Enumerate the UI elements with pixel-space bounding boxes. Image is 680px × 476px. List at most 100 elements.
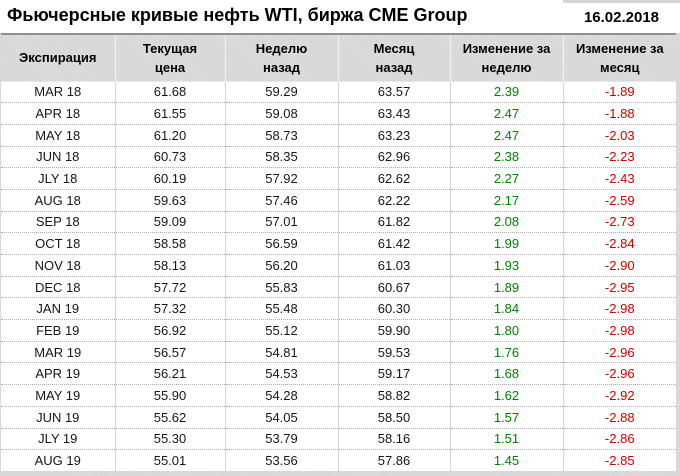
cell-week-ago: 53.79	[224, 427, 338, 450]
cell-month-change: -2.90	[562, 254, 676, 277]
cell-expiration: APR 19	[1, 362, 115, 385]
cell-week-ago: 54.81	[224, 340, 338, 363]
cell-current-price: 59.09	[114, 210, 225, 233]
cell-current-price: 61.55	[114, 102, 225, 125]
cell-week-change: 1.76	[449, 340, 563, 363]
cell-week-ago: 57.46	[224, 188, 338, 212]
cell-week-change: 1.68	[449, 362, 563, 385]
cell-current-price: 57.72	[114, 275, 225, 298]
column-header-expiration: Экспирация	[1, 33, 115, 81]
cell-current-price: 59.63	[114, 188, 225, 212]
cell-week-ago: 57.92	[224, 167, 338, 190]
table-row: SEP 18 59.09 57.01 61.82 2.08 -2.73	[1, 210, 676, 233]
cell-week-change: 1.62	[449, 384, 563, 407]
report-date: 16.02.2018	[563, 0, 680, 33]
table-row: AUG 19 55.01 53.56 57.86 1.45 -2.85	[1, 449, 676, 472]
cell-week-change: 1.80	[449, 319, 563, 342]
cell-week-change: 2.39	[449, 80, 563, 103]
column-header-month-change: Изменение за месяц	[562, 33, 676, 81]
cell-expiration: MAR 19	[1, 340, 115, 363]
cell-week-change: 1.45	[449, 449, 563, 472]
table-row: APR 18 61.55 59.08 63.43 2.47 -1.88	[1, 102, 676, 125]
cell-week-change: 1.57	[449, 405, 563, 428]
cell-month-change: -2.96	[562, 362, 676, 385]
table-header: Экспирация Текущая цена Неделю назад Месяц …	[1, 33, 676, 81]
table-row: AUG 18 59.63 57.46 62.22 2.17 -2.59	[1, 188, 676, 212]
cell-expiration: OCT 18	[1, 232, 115, 255]
cell-month-ago: 62.62	[337, 167, 450, 190]
cell-week-change: 2.08	[449, 210, 563, 233]
cell-week-change: 2.47	[449, 123, 563, 147]
cell-month-ago: 57.86	[337, 449, 450, 472]
cell-current-price: 55.90	[114, 384, 225, 407]
cell-month-ago: 63.57	[337, 80, 450, 103]
table-row: JLY 18 60.19 57.92 62.62 2.27 -2.43	[1, 167, 676, 190]
cell-expiration: JLY 18	[1, 167, 115, 190]
table-row: DEC 18 57.72 55.83 60.67 1.89 -2.95	[1, 275, 676, 298]
cell-month-change: -2.88	[562, 405, 676, 428]
cell-week-change: 1.93	[449, 254, 563, 277]
cell-expiration: FEB 19	[1, 319, 115, 342]
cell-month-ago: 62.22	[337, 188, 450, 212]
cell-month-change: -2.59	[562, 188, 676, 212]
table-row: MAY 18 61.20 58.73 63.23 2.47 -2.03	[1, 123, 676, 147]
cell-current-price: 55.01	[114, 449, 225, 472]
cell-month-change: -2.95	[562, 275, 676, 298]
cell-expiration: JUN 18	[1, 145, 115, 168]
cell-month-ago: 61.03	[337, 254, 450, 277]
table-row: OCT 18 58.58 56.59 61.42 1.99 -2.84	[1, 232, 676, 255]
cell-month-ago: 61.82	[337, 210, 450, 233]
table-row: FEB 19 56.92 55.12 59.90 1.80 -2.98	[1, 319, 676, 342]
cell-month-ago: 61.42	[337, 232, 450, 255]
cell-week-change: 1.51	[449, 427, 563, 450]
cell-month-ago: 58.16	[337, 427, 450, 450]
table-row: MAY 19 55.90 54.28 58.82 1.62 -2.92	[1, 384, 676, 407]
cell-current-price: 55.62	[114, 405, 225, 428]
cell-month-change: -2.84	[562, 232, 676, 255]
cell-week-ago: 57.01	[224, 210, 338, 233]
cell-week-ago: 54.28	[224, 384, 338, 407]
cell-month-change: -2.98	[562, 297, 676, 320]
cell-current-price: 58.13	[114, 254, 225, 277]
column-header-week-change: Изменение за неделю	[449, 33, 563, 81]
cell-expiration: JAN 19	[1, 297, 115, 320]
cell-month-ago: 62.96	[337, 145, 450, 168]
title-bar: Фьючерсные кривые нефть WTI, биржа CME G…	[0, 0, 680, 33]
cell-expiration: AUG 18	[1, 188, 115, 212]
cell-current-price: 61.68	[114, 80, 225, 103]
cell-week-change: 2.47	[449, 102, 563, 125]
cell-week-ago: 55.48	[224, 297, 338, 320]
cell-week-ago: 59.29	[224, 80, 338, 103]
cell-week-change: 1.84	[449, 297, 563, 320]
table-frame: Экспирация Текущая цена Неделю назад Месяц …	[0, 33, 680, 476]
cell-month-change: -2.73	[562, 210, 676, 233]
page-title: Фьючерсные кривые нефть WTI, биржа CME G…	[7, 5, 468, 25]
cell-week-change: 2.38	[449, 145, 563, 168]
cell-expiration: MAY 18	[1, 123, 115, 147]
column-header-week-ago: Неделю назад	[224, 33, 338, 81]
cell-month-change: -2.86	[562, 427, 676, 450]
cell-month-change: -2.23	[562, 145, 676, 168]
cell-week-ago: 55.12	[224, 319, 338, 342]
cell-month-change: -2.96	[562, 340, 676, 363]
cell-current-price: 60.73	[114, 145, 225, 168]
table-row: JLY 19 55.30 53.79 58.16 1.51 -2.86	[1, 427, 676, 450]
table-row: JUN 18 60.73 58.35 62.96 2.38 -2.23	[1, 145, 676, 168]
cell-month-change: -2.43	[562, 167, 676, 190]
cell-expiration: JLY 19	[1, 427, 115, 450]
cell-week-ago: 58.35	[224, 145, 338, 168]
cell-current-price: 58.58	[114, 232, 225, 255]
cell-month-ago: 59.53	[337, 340, 450, 363]
table-row: NOV 18 58.13 56.20 61.03 1.93 -2.90	[1, 254, 676, 277]
cell-expiration: JUN 19	[1, 405, 115, 428]
table-row: MAR 18 61.68 59.29 63.57 2.39 -1.89	[1, 80, 676, 103]
cell-current-price: 60.19	[114, 167, 225, 190]
cell-current-price: 56.57	[114, 340, 225, 363]
cell-week-ago: 56.20	[224, 254, 338, 277]
cell-week-ago: 53.56	[224, 449, 338, 472]
cell-month-change: -1.89	[562, 80, 676, 103]
cell-week-ago: 58.73	[224, 123, 338, 147]
cell-month-ago: 59.17	[337, 362, 450, 385]
cell-week-ago: 54.05	[224, 405, 338, 428]
